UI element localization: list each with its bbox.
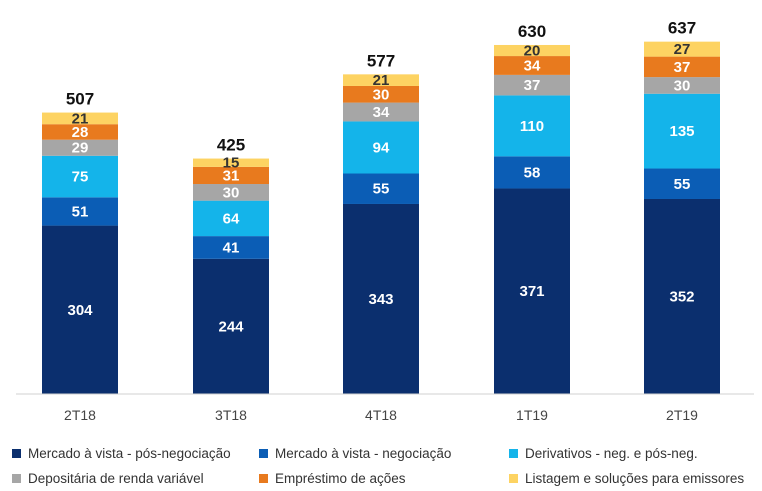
data-label: 30 (373, 86, 390, 103)
bar-segment (193, 184, 269, 201)
bar-segment (42, 112, 118, 125)
data-label: 55 (373, 181, 390, 198)
data-label: 37 (524, 77, 541, 94)
bar-segment (644, 168, 720, 199)
data-label: 31 (223, 167, 240, 184)
bar-segment (494, 156, 570, 189)
total-label: 425 (217, 136, 245, 155)
legend-item: Depositária de renda variável (12, 471, 204, 486)
total-label: 637 (668, 19, 696, 38)
legend-label: Derivativos - neg. e pós-neg. (525, 446, 698, 461)
bar-segment (494, 74, 570, 96)
bar-segment (42, 124, 118, 140)
data-label: 55 (674, 176, 691, 193)
bar-segment (343, 173, 419, 204)
data-label: 29 (72, 140, 89, 157)
bar-segment (494, 44, 570, 57)
bar-segment (193, 200, 269, 237)
total-label: 630 (518, 22, 546, 41)
bar-segment (343, 85, 419, 103)
x-tick-labels: 2T18 3T18 4T18 1T19 2T19 (64, 407, 698, 423)
x-tick-label: 3T18 (215, 407, 247, 423)
legend-swatch (12, 449, 21, 458)
legend-item: Empréstimo de ações (259, 471, 406, 486)
bar-segment (42, 139, 118, 156)
bar-segment (193, 158, 269, 167)
data-label: 51 (72, 203, 89, 220)
x-tick-label: 4T18 (365, 407, 397, 423)
data-label: 352 (669, 288, 694, 305)
data-label: 41 (223, 239, 240, 256)
data-label: 37 (674, 59, 691, 76)
bar-segment (644, 198, 720, 394)
legend-item: Derivativos - neg. e pós-neg. (509, 446, 698, 461)
legend-swatch (259, 474, 268, 483)
bar-segment (644, 77, 720, 94)
bar-segment (42, 155, 118, 198)
bar-segment (193, 258, 269, 394)
legend-label: Depositária de renda variável (28, 471, 204, 486)
legend-label: Mercado à vista - pós-negociação (28, 446, 231, 461)
data-label: 27 (674, 41, 691, 58)
x-tick-label: 2T19 (666, 407, 698, 423)
bar-segment (494, 188, 570, 394)
bar-segment (42, 197, 118, 226)
data-label: 110 (520, 118, 544, 135)
data-label: 34 (524, 57, 541, 74)
legend-label: Mercado à vista - negociação (275, 446, 452, 461)
bar-segment (193, 236, 269, 259)
data-label: 371 (519, 283, 544, 300)
data-label: 64 (223, 210, 240, 227)
data-label: 30 (223, 184, 240, 201)
data-label: 15 (223, 155, 240, 172)
stacked-bar-chart: 3045175292821507244416430311542534355943… (16, 19, 754, 423)
data-label: 343 (368, 291, 393, 308)
bar-segment (193, 166, 269, 185)
bar-segment (343, 121, 419, 174)
legend-item: Mercado à vista - negociação (259, 446, 451, 461)
bars-group: 3045175292821507244416430311542534355943… (42, 19, 720, 394)
legend-label: Listagem e soluções para emissores (525, 471, 745, 486)
bar-segment (343, 102, 419, 122)
total-label: 577 (367, 51, 395, 70)
data-label: 30 (674, 77, 691, 94)
bar-segment (343, 74, 419, 86)
total-label: 507 (66, 90, 94, 109)
bar-segment (343, 203, 419, 394)
data-label: 34 (373, 104, 390, 121)
legend-label: Empréstimo de ações (275, 471, 406, 486)
data-label: 20 (524, 43, 541, 60)
data-label: 244 (218, 318, 244, 335)
bar-segment (644, 93, 720, 169)
legend-item: Mercado à vista - pós-negociação (12, 446, 231, 461)
data-label: 304 (67, 302, 93, 319)
data-label: 21 (373, 72, 390, 89)
bar-segment (42, 225, 118, 394)
data-label: 21 (72, 110, 89, 127)
legend-swatch (259, 449, 268, 458)
data-label: 135 (669, 123, 694, 140)
legend-swatch (509, 449, 518, 458)
x-tick-label: 2T18 (64, 407, 96, 423)
data-label: 75 (72, 169, 89, 186)
bar-segment (494, 56, 570, 75)
bar-segment (644, 56, 720, 78)
data-label: 58 (524, 164, 541, 181)
bar-segment (644, 41, 720, 57)
bar-segment (494, 95, 570, 157)
data-label: 28 (72, 124, 89, 141)
data-label: 94 (373, 139, 390, 156)
legend-item: Listagem e soluções para emissores (509, 471, 744, 486)
legend-swatch (12, 474, 21, 483)
legend-swatch (509, 474, 518, 483)
x-tick-label: 1T19 (516, 407, 548, 423)
legend: Mercado à vista - pós-negociação Mercado … (0, 440, 762, 490)
